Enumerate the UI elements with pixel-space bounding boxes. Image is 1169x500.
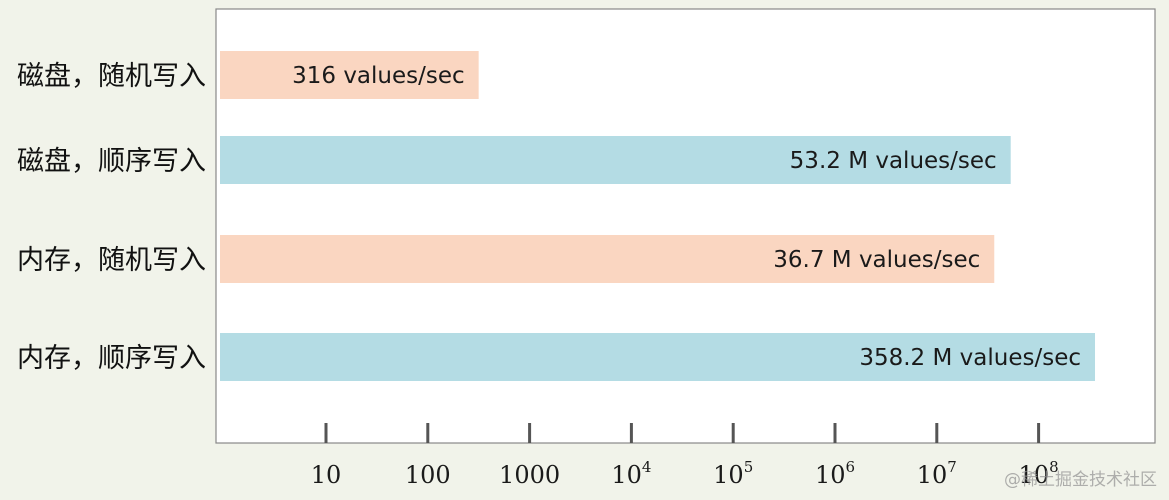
x-tick-label-8: 108 <box>1019 458 1059 489</box>
x-tick-label-7: 107 <box>917 458 957 489</box>
bars-layer: 316 values/sec 53.2 M values/sec 36.7 M va… <box>220 51 1096 381</box>
x-tick-label-3: 1000 <box>499 461 560 489</box>
category-label-3: 内存，随机写入 <box>17 245 206 276</box>
category-label-4: 内存，顺序写入 <box>17 343 206 374</box>
bar-4 <box>220 333 1096 381</box>
bar-1 <box>220 51 479 99</box>
bar-data-label-2: 53.2 M values/sec <box>790 148 997 174</box>
bar-data-label-3: 36.7 M values/sec <box>773 247 980 273</box>
bar-data-label-1: 316 values/sec <box>292 63 465 89</box>
watermark: @稀土掘金技术社区 <box>1004 470 1157 490</box>
category-label-1: 磁盘，随机写入 <box>17 61 206 92</box>
x-tick-label-4: 104 <box>611 458 651 489</box>
bar-2 <box>220 136 1011 184</box>
bar-3 <box>220 235 995 283</box>
x-tick-label-6: 106 <box>815 458 855 489</box>
x-tick-label-1: 10 <box>311 461 342 489</box>
x-axis-ticks: 10 100 1000 104 105 106 107 108 <box>311 423 1059 489</box>
x-tick-label-2: 100 <box>405 461 451 489</box>
bar-data-label-4: 358.2 M values/sec <box>859 345 1081 371</box>
x-tick-label-5: 105 <box>713 458 753 489</box>
category-label-2: 磁盘，顺序写入 <box>17 146 206 177</box>
